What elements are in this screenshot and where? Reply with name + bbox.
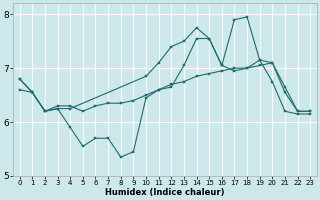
X-axis label: Humidex (Indice chaleur): Humidex (Indice chaleur)	[105, 188, 225, 197]
